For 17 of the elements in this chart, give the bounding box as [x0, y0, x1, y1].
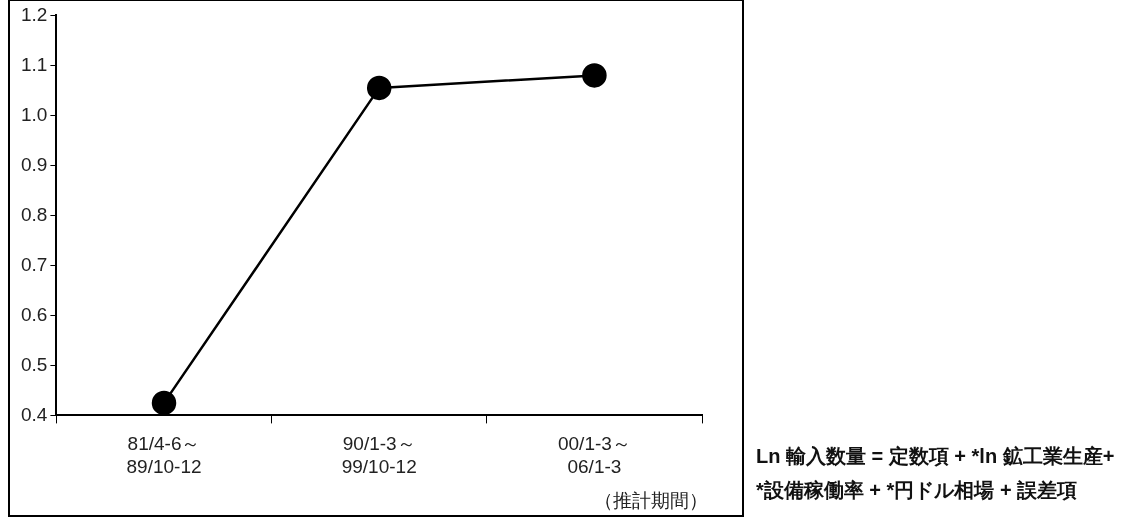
y-tick-label: 0.7	[20, 253, 48, 275]
y-tick-label: 0.5	[20, 353, 48, 375]
x-tick-label: 90/1-3～ 99/10-12	[341, 433, 417, 477]
x-tick-label: 00/1-3～ 06/1-3	[557, 433, 631, 477]
y-tick-label: 0.6	[20, 303, 48, 325]
y-tick-label: 1.2	[20, 3, 48, 25]
y-tick-label: 1.0	[20, 103, 48, 125]
text: （推計期間）	[594, 489, 708, 511]
y-tick-label: 0.4	[20, 403, 48, 425]
point	[366, 75, 392, 101]
y-tick-label: 0.9	[20, 153, 48, 175]
point	[151, 390, 177, 416]
y-tick-label: 0.8	[20, 203, 48, 225]
point	[582, 63, 607, 88]
y-tick-label: 1.1	[20, 53, 48, 75]
x-tick-label: 81/4-6～ 89/10-12	[126, 433, 202, 477]
text: Ln 輸入数量 = 定数項 + *ln 鉱工業生産+ *設備稼働率 + *円ドル相場 + 誤差項	[756, 444, 1116, 503]
